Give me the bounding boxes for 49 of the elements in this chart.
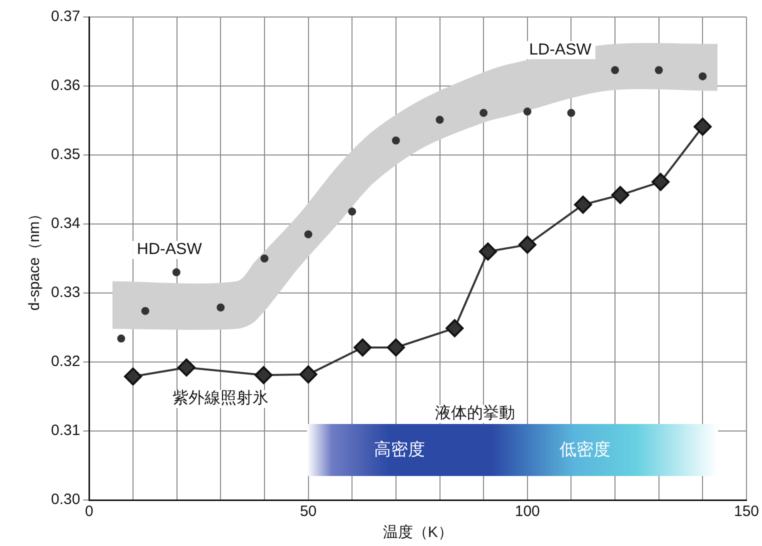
y-axis-title: d-space（nm） <box>26 206 44 311</box>
annotation: 高密度 <box>374 439 425 462</box>
point <box>480 108 488 117</box>
annotation: HD-ASW <box>132 241 206 260</box>
point <box>478 242 497 261</box>
point <box>354 338 372 357</box>
annotation: 紫外線照射氷 <box>168 390 273 408</box>
density-gradient-scale: 高密度 低密度 <box>306 424 718 476</box>
point <box>124 367 142 386</box>
point <box>260 254 268 262</box>
y-tick-label: 0.35 <box>50 146 80 164</box>
point <box>172 268 180 276</box>
annotation: LD-ASW <box>529 42 592 59</box>
point <box>386 338 405 357</box>
point <box>611 66 620 74</box>
point <box>436 116 444 124</box>
point <box>348 208 356 216</box>
x-axis-title: 温度（K） <box>382 524 453 542</box>
y-tick-label: 0.33 <box>50 284 80 302</box>
x-tick-label: 0 <box>85 503 94 520</box>
y-tick-label: 0.34 <box>50 215 80 232</box>
point <box>567 108 576 117</box>
x-tick-label: 100 <box>514 503 540 520</box>
y-tick-label: 0.31 <box>50 422 80 440</box>
point <box>392 136 400 145</box>
y-tick-label: 0.37 <box>50 8 80 26</box>
point <box>177 358 196 377</box>
point <box>574 196 592 214</box>
point <box>299 365 318 384</box>
point <box>694 118 712 136</box>
point <box>611 186 630 204</box>
x-tick-label: 50 <box>300 503 317 520</box>
annotation: 低密度 <box>560 439 611 462</box>
point <box>654 66 663 74</box>
point <box>141 306 150 315</box>
point <box>254 366 273 384</box>
point <box>698 72 707 80</box>
point <box>216 303 225 312</box>
y-tick-label: 0.32 <box>50 353 80 370</box>
y-tick-label: 0.30 <box>50 491 80 508</box>
annotation: 液体的挙動 <box>430 405 519 424</box>
point <box>304 230 312 238</box>
x-tick-label: 150 <box>734 503 759 520</box>
y-tick-label: 0.36 <box>50 77 80 94</box>
point <box>523 108 532 116</box>
point <box>518 236 536 254</box>
point <box>117 334 126 343</box>
point <box>652 172 670 191</box>
point <box>446 319 464 338</box>
